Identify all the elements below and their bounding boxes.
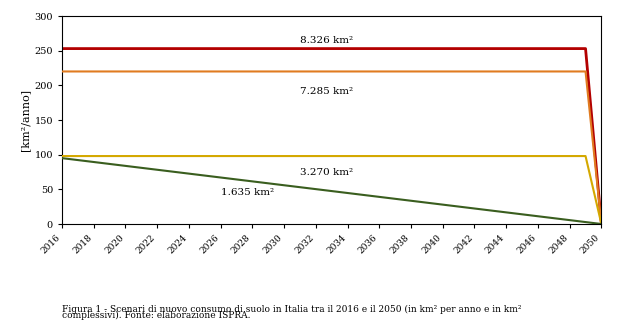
- Y-axis label: [km²/anno]: [km²/anno]: [20, 89, 30, 151]
- Text: complessivi). Fonte: elaborazione ISPRA.: complessivi). Fonte: elaborazione ISPRA.: [62, 311, 250, 320]
- Text: Figura 1 - Scenari di nuovo consumo di suolo in Italia tra il 2016 e il 2050 (in: Figura 1 - Scenari di nuovo consumo di s…: [62, 304, 521, 314]
- Text: 8.326 km²: 8.326 km²: [300, 36, 353, 45]
- Text: 3.270 km²: 3.270 km²: [300, 168, 353, 178]
- Text: 7.285 km²: 7.285 km²: [300, 87, 353, 96]
- Text: 1.635 km²: 1.635 km²: [221, 188, 274, 197]
